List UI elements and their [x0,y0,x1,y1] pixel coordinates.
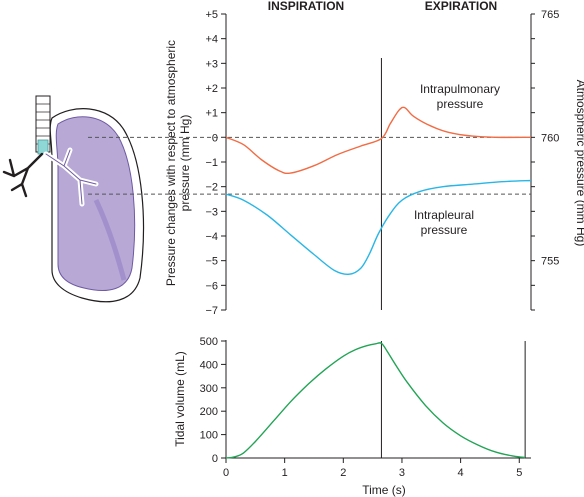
phase-label-expiration: EXPIRATION [425,0,497,13]
pressure-y-label-line1: Pressure changes with respect to atmosph… [164,40,178,286]
intrapleural-pressure-line [225,179,532,275]
pressure-left-tick-label: +3 [205,58,218,70]
time-x-tick-label: 3 [399,467,405,479]
time-x-tick-label: 0 [223,467,229,479]
pressure-left-tick-label: −3 [205,206,218,218]
pressure-left-tick-label: +1 [205,108,218,120]
time-x-tick-label: 2 [340,467,346,479]
time-x-tick-label: 1 [282,467,288,479]
volume-divider-lines [380,341,526,458]
atmospheric-tick-label: 760 [541,132,559,144]
intrapulmonary-label-line1: Intrapulmonary [420,82,500,96]
volume-y-tick-label: 100 [200,430,218,442]
atmospheric-tick-label: 755 [541,256,559,268]
intrapulmonary-label-line2: pressure [437,97,484,111]
tidal-volume-line [225,342,526,459]
intrapleural-label-line1: Intrapleural [414,208,474,222]
atmospheric-tick-label: 765 [541,9,559,21]
volume-y-tick-label: 400 [200,359,218,371]
pressure-right-ticks: 765 760 755 [531,9,559,311]
volume-y-tick-label: 500 [200,336,218,348]
volume-y-tick-label: 0 [212,453,218,465]
pressure-left-tick-label: 0 [212,132,218,144]
time-x-tick-label: 5 [516,467,522,479]
intrapleural-label-line2: pressure [421,223,468,237]
volume-y-tick-label: 200 [200,406,218,418]
pressure-left-tick-label: −7 [205,305,218,317]
pressure-left-tick-label: −4 [205,231,218,243]
phase-label-inspiration: INSPIRATION [268,0,344,13]
time-x-tick-label: 4 [458,467,464,479]
lung-illustration-icon [2,95,145,303]
pressure-left-tick-label: +2 [205,83,218,95]
pressure-left-tick-label: +5 [205,9,218,21]
pressure-left-tick-label: −5 [205,256,218,268]
time-x-label: Time (s) [362,483,406,497]
volume-y-ticks: 0 100 200 300 400 500 [200,336,226,465]
pressure-left-ticks: +5 +4 +3 +2 +1 0 −1 −2 −3 −4 −5 −6 −7 [205,9,226,317]
pressure-left-tick-label: +4 [205,34,218,46]
tidal-volume-chart: 0 100 200 300 400 500 0 1 2 3 4 5 Tidal volume (mL… [173,336,531,497]
intrapulmonary-pressure-line [225,106,532,175]
time-x-ticks: 0 1 2 3 4 5 [223,458,522,479]
pressure-left-tick-label: −1 [205,157,218,169]
reference-lines [88,136,531,195]
volume-y-tick-label: 300 [200,383,218,395]
pressure-chart: INSPIRATION EXPIRATION +5 +4 +3 +2 +1 0 −1 −2 −3… [88,0,584,317]
pressure-left-tick-label: −6 [205,280,218,292]
pressure-y-label-line2: pressure (mm Hg) [178,115,192,212]
atmospheric-y-label: Atmospheric pressure (mm Hg) [574,80,584,247]
pressure-left-tick-label: −2 [205,182,218,194]
volume-y-label: Tidal volume (mL) [173,351,187,447]
